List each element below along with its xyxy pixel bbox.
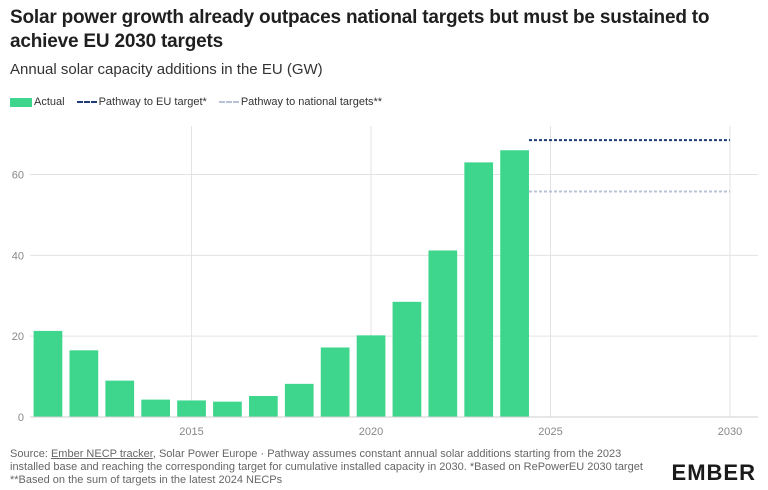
bar-2017	[248, 395, 278, 417]
legend-label-national-pathway: Pathway to national targets**	[240, 96, 383, 108]
legend-label-eu-pathway: Pathway to EU target*	[98, 96, 207, 108]
legend-label-actual: Actual	[34, 96, 65, 108]
gridlines	[30, 126, 758, 417]
bar-2019	[320, 347, 350, 417]
bar-2023	[464, 162, 494, 417]
source-link[interactable]: Ember NECP tracker	[50, 448, 153, 460]
y-tick-label: 0	[18, 412, 24, 424]
x-tick-label: 2020	[359, 426, 383, 438]
y-tick-label: 40	[12, 250, 24, 262]
legend: Actual Pathway to EU target* Pathway to …	[10, 96, 394, 108]
legend-item-national-pathway: Pathway to national targets**	[218, 96, 383, 108]
bars	[33, 150, 529, 417]
legend-item-eu-pathway: Pathway to EU target*	[76, 96, 207, 108]
x-tick-label: 2025	[538, 426, 562, 438]
bar-2011	[33, 330, 63, 417]
bar-2014	[141, 399, 170, 417]
bar-2013	[105, 380, 135, 417]
y-tick-label: 20	[12, 331, 24, 343]
axes: 0 20 40 60 2015 2020 2025 2030	[12, 170, 758, 438]
legend-item-actual: Actual	[10, 96, 65, 108]
y-tick-label: 60	[12, 170, 24, 182]
pathway-lines	[528, 139, 730, 193]
footer-text: , Solar Power Europe · Pathway assumes c…	[10, 448, 643, 486]
chart-subtitle: Annual solar capacity additions in the E…	[10, 61, 323, 78]
x-tick-label: 2015	[179, 426, 203, 438]
chart-title: Solar power growth already outpaces nati…	[10, 7, 710, 52]
ember-logo: EMBER	[671, 460, 756, 485]
bar-chart: 0 20 40 60 2015 2020 2025 2030	[12, 126, 758, 438]
bar-2020	[356, 335, 386, 417]
source-prefix: Source:	[10, 448, 51, 460]
x-tick-label: 2030	[718, 426, 742, 438]
legend-swatch-actual	[10, 97, 32, 107]
bar-2024	[500, 150, 529, 417]
bar-2022	[428, 250, 458, 417]
bar-2016	[213, 401, 242, 417]
bar-2012	[69, 350, 99, 417]
legend-swatch-eu-pathway	[76, 101, 97, 103]
footer-note: Source: Ember NECP tracker, Solar Power …	[10, 448, 650, 487]
legend-swatch-national-pathway	[218, 101, 239, 103]
bar-2015	[177, 400, 206, 417]
bar-2018	[284, 383, 314, 417]
bar-2021	[392, 301, 422, 417]
